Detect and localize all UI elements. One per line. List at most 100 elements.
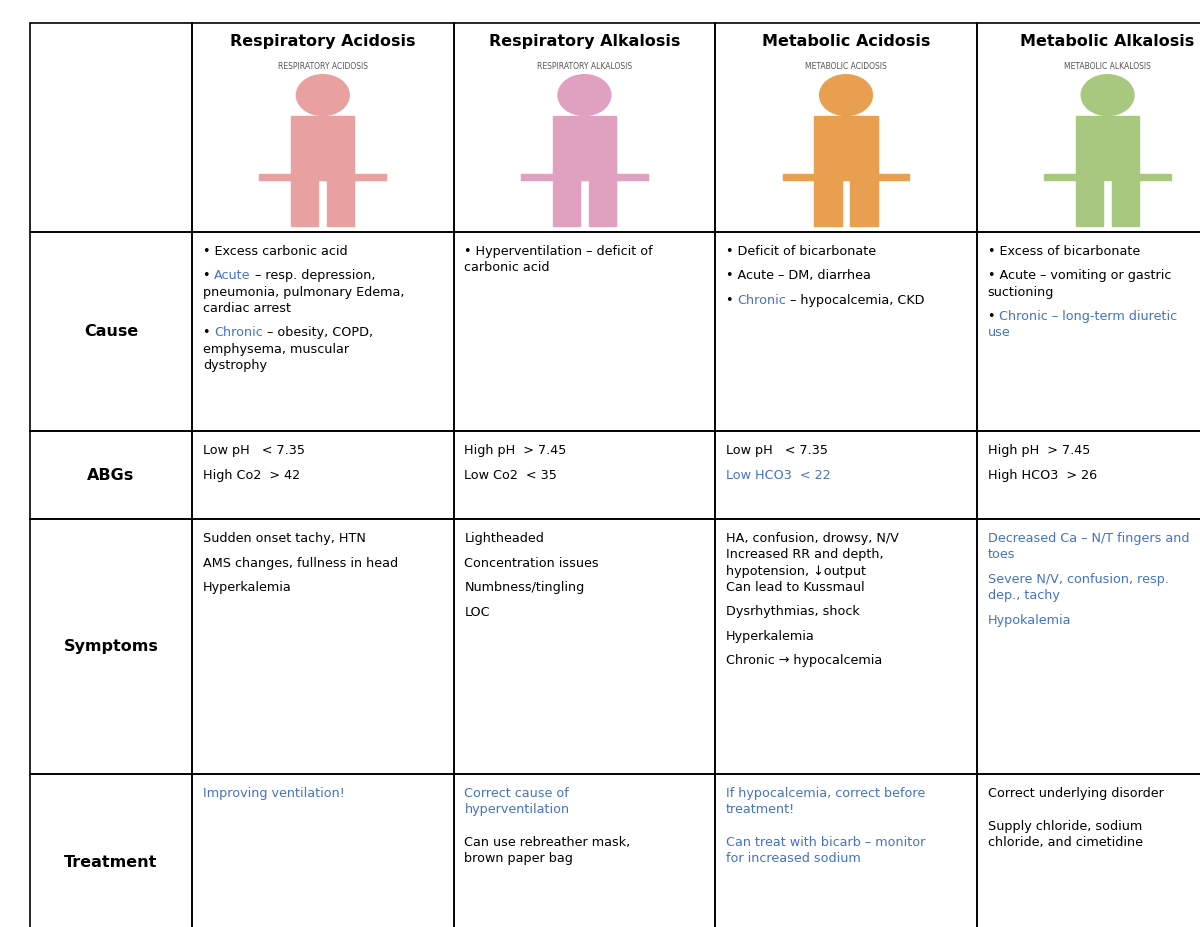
Text: •: • [988,310,1000,324]
Text: Chronic: Chronic [215,326,263,339]
Text: Low pH   < 7.35: Low pH < 7.35 [203,444,305,457]
Text: – obesity, COPD,: – obesity, COPD, [263,326,373,339]
Text: RESPIRATORY ALKALOSIS: RESPIRATORY ALKALOSIS [536,62,632,71]
Text: HA, confusion, drowsy, N/V: HA, confusion, drowsy, N/V [726,532,899,545]
Bar [977,23,1200,232]
Text: Metabolic Acidosis: Metabolic Acidosis [762,34,930,49]
Text: ABGs: ABGs [88,467,134,483]
Bar [192,774,454,927]
Text: • Excess of bicarbonate: • Excess of bicarbonate [988,245,1140,258]
Bar [815,116,877,180]
Bar [192,431,454,519]
Bar [354,173,386,180]
Bar [715,519,977,774]
Bar [977,519,1200,774]
Text: Severe N/V, confusion, resp.: Severe N/V, confusion, resp. [988,573,1169,586]
Bar [454,23,715,232]
Bar [782,173,815,180]
Text: Can use rebreather mask,: Can use rebreather mask, [464,836,631,849]
Text: Cause: Cause [84,324,138,339]
Text: Concentration issues: Concentration issues [464,556,599,570]
Bar [715,431,977,519]
Bar [715,23,977,232]
Bar [851,180,877,226]
Text: • Acute – vomiting or gastric: • Acute – vomiting or gastric [988,270,1171,283]
Text: High pH  > 7.45: High pH > 7.45 [988,444,1090,457]
Text: hyperventilation: hyperventilation [464,803,570,817]
Bar [454,431,715,519]
Circle shape [820,75,872,116]
Bar [1139,173,1171,180]
Bar [292,180,318,226]
Text: •: • [203,270,215,283]
Bar [30,774,192,927]
Bar [977,232,1200,431]
Bar [192,519,454,774]
Bar [30,519,192,774]
Text: cardiac arrest: cardiac arrest [203,302,290,315]
Text: • Excess carbonic acid: • Excess carbonic acid [203,245,348,258]
Text: Respiratory Alkalosis: Respiratory Alkalosis [488,34,680,49]
Text: Hypokalemia: Hypokalemia [988,614,1072,627]
Bar [30,431,192,519]
Text: •: • [203,326,215,339]
Bar [977,774,1200,927]
Text: emphysema, muscular: emphysema, muscular [203,342,349,356]
Bar [259,173,292,180]
Text: pneumonia, pulmonary Edema,: pneumonia, pulmonary Edema, [203,286,404,298]
Bar [715,232,977,431]
Bar [1044,173,1076,180]
Text: suctioning: suctioning [988,286,1054,298]
Text: Improving ventilation!: Improving ventilation! [203,787,344,800]
Text: Low HCO3  < 22: Low HCO3 < 22 [726,469,830,482]
Bar [454,232,715,431]
Bar [30,23,192,232]
Text: If hypocalcemia, correct before: If hypocalcemia, correct before [726,787,925,800]
Bar [715,774,977,927]
Text: METABOLIC ALKALOSIS: METABOLIC ALKALOSIS [1064,62,1151,71]
Text: Respiratory Acidosis: Respiratory Acidosis [230,34,415,49]
Text: Correct underlying disorder: Correct underlying disorder [988,787,1164,800]
Text: Can treat with bicarb – monitor: Can treat with bicarb – monitor [726,836,925,849]
Text: Supply chloride, sodium: Supply chloride, sodium [988,819,1142,833]
Text: Hyperkalemia: Hyperkalemia [203,581,292,594]
Bar [192,23,454,232]
Text: METABOLIC ACIDOSIS: METABOLIC ACIDOSIS [805,62,887,71]
Circle shape [296,75,349,116]
Text: Metabolic Alkalosis: Metabolic Alkalosis [1020,34,1195,49]
Bar [589,180,616,226]
Text: Treatment: Treatment [65,855,157,870]
Text: dystrophy: dystrophy [203,359,266,372]
Text: dep., tachy: dep., tachy [988,590,1060,603]
Circle shape [558,75,611,116]
Text: – hypocalcemia, CKD: – hypocalcemia, CKD [786,294,925,307]
Bar [553,180,580,226]
Text: Lightheaded: Lightheaded [464,532,545,545]
Text: •: • [726,294,738,307]
Text: Can lead to Kussmaul: Can lead to Kussmaul [726,580,865,594]
Text: High Co2  > 42: High Co2 > 42 [203,469,300,482]
Bar [1112,180,1139,226]
Bar [192,232,454,431]
Text: Chronic: Chronic [738,294,786,307]
Text: toes: toes [988,549,1015,562]
Text: carbonic acid: carbonic acid [464,261,550,274]
Text: Acute: Acute [215,270,251,283]
Bar [30,232,192,431]
Circle shape [1081,75,1134,116]
Bar [454,774,715,927]
Bar [1076,116,1139,180]
Text: • Acute – DM, diarrhea: • Acute – DM, diarrhea [726,270,871,283]
Bar [616,173,648,180]
Text: Numbness/tingling: Numbness/tingling [464,581,584,594]
Bar [815,180,841,226]
Bar [1076,180,1103,226]
Text: – resp. depression,: – resp. depression, [251,270,376,283]
Text: High HCO3  > 26: High HCO3 > 26 [988,469,1097,482]
Text: brown paper bag: brown paper bag [464,853,574,866]
Text: Decreased Ca – N/T fingers and: Decreased Ca – N/T fingers and [988,532,1189,545]
Text: Low pH   < 7.35: Low pH < 7.35 [726,444,828,457]
Text: • Deficit of bicarbonate: • Deficit of bicarbonate [726,245,876,258]
Bar [877,173,910,180]
Bar [977,431,1200,519]
